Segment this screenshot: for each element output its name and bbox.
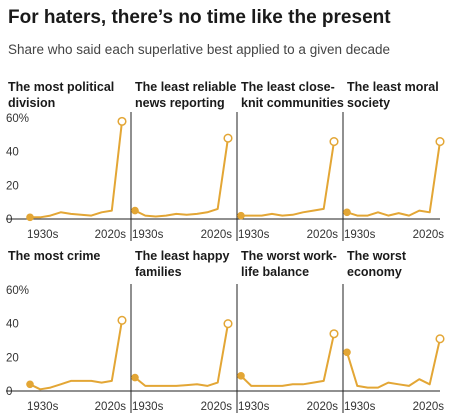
panel-title: families [135,265,182,279]
end-point [117,315,127,325]
x-tick-label: 1930s [344,401,376,413]
start-point [131,206,139,215]
start-point [343,348,351,357]
panel-title: The least happy [135,249,230,263]
x-tick-label: 2020s [307,401,339,413]
series-line [346,140,441,217]
panel-title: The most crime [8,249,100,263]
x-tick-label: 2020s [413,229,445,241]
x-tick-label: 2020s [201,229,233,241]
x-tick-label: 2020s [413,401,445,413]
x-tick-label: 1930s [238,401,270,413]
y-tick-label: 20 [6,352,19,364]
panel-title: The most political [8,80,114,94]
end-point [435,334,445,344]
chart-subtitle: Share who said each superlative best app… [8,42,391,57]
panel-title: knit communities [241,96,344,110]
x-tick-label: 2020s [95,401,127,413]
y-tick-label: 0 [6,386,12,398]
y-tick-label: 20 [6,180,19,192]
end-point [223,133,233,143]
x-tick-label: 1930s [344,229,376,241]
end-point [329,137,339,147]
panel-title: The least reliable [135,80,236,94]
end-point [435,137,445,147]
series-line [240,140,335,217]
start-point [26,380,34,389]
start-point [26,213,34,222]
y-tick-label: 0 [6,214,12,226]
chart-title: For haters, there’s no time like the pre… [8,7,391,28]
panel-title: society [347,96,390,110]
start-point [237,211,245,220]
x-tick-label: 2020s [201,401,233,413]
y-tick-label: 60% [6,113,29,125]
series-line [29,319,123,391]
y-tick-label: 60% [6,285,29,297]
series-line [29,120,123,219]
y-tick-label: 40 [6,319,19,331]
panel-title: news reporting [135,96,225,110]
series-line [134,137,229,218]
end-point [329,329,339,339]
x-tick-label: 1930s [238,229,270,241]
panel-title: The least close- [241,80,335,94]
x-tick-label: 1930s [132,401,164,413]
panel-title: division [8,96,55,110]
panel-title: economy [347,265,402,279]
series-line [346,337,441,389]
y-tick-label: 40 [6,147,19,159]
x-tick-label: 1930s [132,229,164,241]
panel-title: The worst work- [241,249,337,263]
end-point [223,319,233,329]
panel-title: The least moral [347,80,439,94]
x-tick-label: 1930s [27,229,59,241]
end-point [117,116,127,126]
panel-title: life balance [241,265,309,279]
series-line [240,332,335,387]
series-line [134,322,229,387]
start-point [237,372,245,380]
panel-title: The worst [347,249,407,263]
x-tick-label: 2020s [307,229,339,241]
x-tick-label: 2020s [95,229,127,241]
start-point [343,208,351,217]
x-tick-label: 1930s [27,401,59,413]
start-point [131,373,139,382]
